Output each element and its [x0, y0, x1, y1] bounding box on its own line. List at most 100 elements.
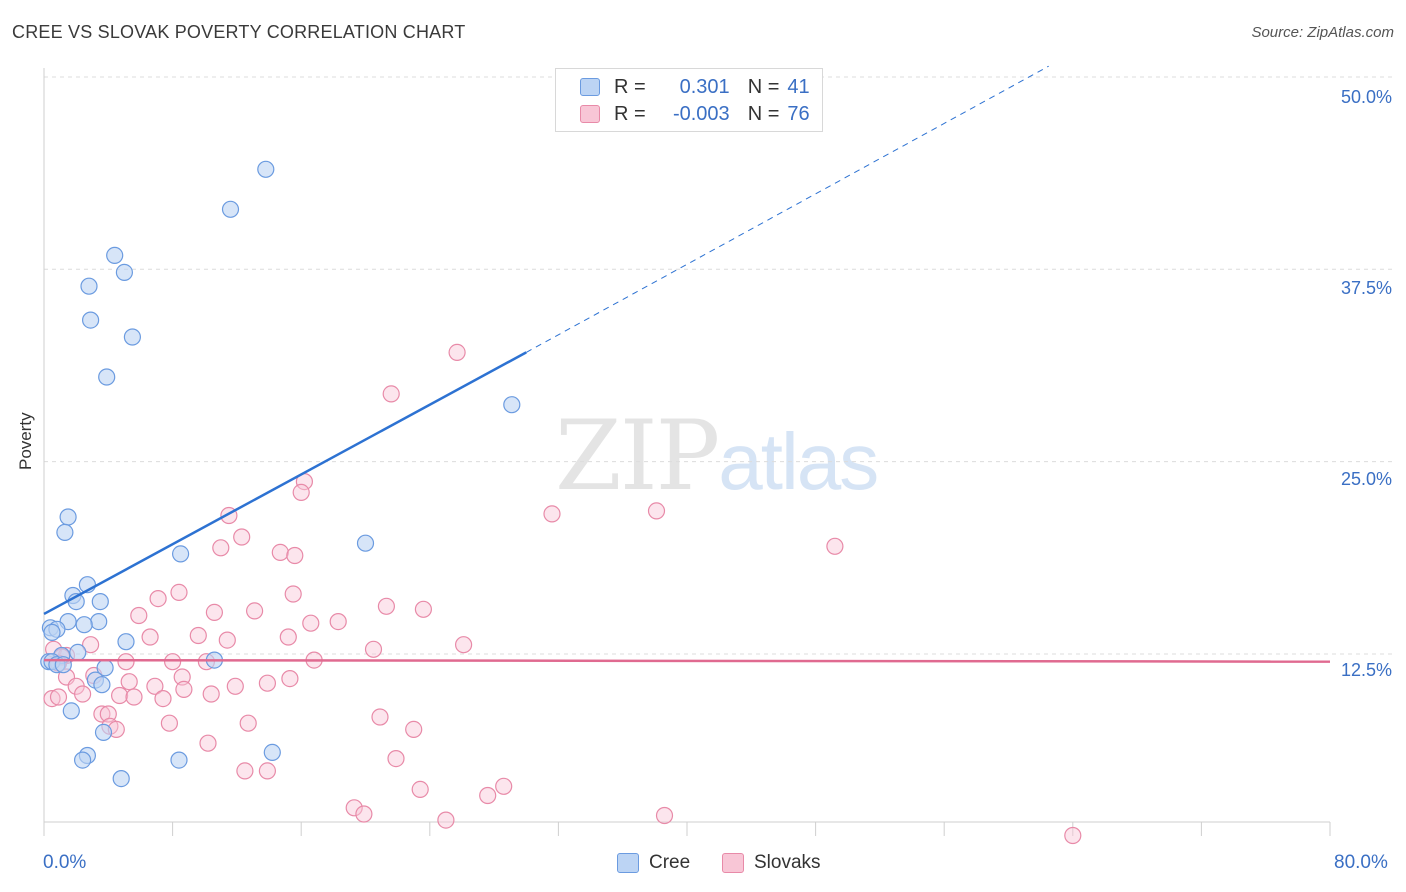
slovaks-point-47 [73, 685, 92, 703]
slovaks-point-62 [199, 734, 217, 752]
slovaks-point-9 [212, 539, 230, 557]
cree-point-35 [94, 723, 113, 742]
y-tick-label-37-5: 37.5% [1340, 278, 1392, 298]
slovaks-point-19 [130, 606, 148, 625]
cree-point-24 [69, 643, 87, 662]
slovaks-point-5 [647, 502, 666, 520]
slovaks-point-71 [437, 811, 455, 829]
cree-point-37 [73, 751, 92, 769]
cree-point-10 [56, 523, 74, 542]
cree-point-33 [93, 676, 111, 694]
slovaks-point-57 [160, 714, 178, 732]
slovaks-point-16 [414, 600, 432, 618]
cree-point-1 [221, 200, 240, 218]
slovaks-point-0 [448, 343, 466, 361]
slovaks-point-69 [345, 799, 363, 817]
slovaks-point-52 [125, 688, 143, 706]
cree-point-23 [117, 633, 135, 651]
slovaks-point-51 [49, 688, 68, 706]
slovaks-point-7 [233, 528, 251, 546]
slovaks-point-8 [826, 537, 844, 555]
y-axis-label: Poverty [16, 412, 35, 470]
cree-point-3 [115, 263, 134, 281]
cree-point-2 [106, 246, 124, 264]
slovaks-point-42 [258, 674, 276, 692]
slovaks-point-27 [455, 636, 473, 654]
correlation-legend: R = 0.301 N = 41 R = -0.003 N = 76 [555, 68, 823, 132]
cree-point-12 [172, 545, 190, 563]
slovaks-r-value: -0.003 [672, 102, 730, 125]
cree-point-6 [123, 328, 141, 346]
cree-point-18 [90, 612, 108, 631]
slovaks-point-14 [149, 589, 167, 608]
slovaks-point-26 [81, 636, 100, 654]
slovaks-point-46 [175, 680, 193, 699]
slovaks-point-13 [284, 585, 302, 603]
slovaks-point-72 [655, 806, 674, 825]
source-credit: Source: ZipAtlas.com [1251, 24, 1394, 41]
y-tick-label-12-5: 12.5% [1340, 660, 1392, 680]
y-tick-label-50: 50.0% [1340, 87, 1392, 107]
slovaks-point-29 [364, 640, 383, 658]
slovaks-point-58 [239, 714, 257, 732]
cree-r-value: 0.301 [679, 75, 730, 98]
cree-r-label: R = [614, 75, 646, 98]
legend-row-slovaks: R = -0.003 N = 76 [580, 102, 810, 126]
slovaks-point-24 [279, 628, 297, 646]
slovaks-point-66 [411, 780, 429, 799]
cree-point-9 [59, 508, 77, 526]
cree-trend-extension [526, 65, 1049, 353]
cree-trend-line [43, 351, 527, 616]
slovaks-point-11 [286, 546, 304, 565]
slovaks-point-67 [495, 777, 513, 795]
slovaks-point-44 [146, 677, 164, 695]
cree-point-7 [98, 368, 116, 386]
slovaks-point-10 [271, 543, 289, 562]
legend-row-cree: R = 0.301 N = 41 [580, 75, 810, 99]
cree-point-0 [257, 160, 275, 178]
chart-title: CREE VS SLOVAK POVERTY CORRELATION CHART [12, 22, 466, 42]
slovaks-trend-line [43, 658, 1331, 663]
slovaks-point-50 [43, 689, 61, 708]
slovaks-point-33 [164, 653, 182, 671]
cree-n-value: 41 [787, 75, 810, 98]
slovaks-point-22 [189, 626, 207, 645]
slovaks-point-21 [302, 614, 320, 632]
slovaks-point-61 [405, 720, 423, 739]
slovaks-point-20 [329, 612, 347, 631]
slovaks-point-55 [99, 705, 117, 723]
cree-point-40 [112, 769, 130, 788]
cree-point-34 [62, 702, 80, 720]
slovaks-point-63 [387, 749, 405, 768]
slovaks-point-17 [246, 602, 264, 620]
slovaks-point-25 [218, 631, 236, 649]
slovaks-point-12 [170, 583, 188, 602]
cree-point-16 [91, 592, 109, 611]
slovaks-point-23 [141, 628, 159, 646]
slovaks-point-40 [281, 669, 299, 688]
slovaks-point-68 [479, 786, 497, 805]
slovaks-point-41 [120, 673, 138, 691]
cree-point-4 [80, 277, 98, 295]
cree-point-38 [170, 751, 188, 769]
slovaks-point-54 [93, 705, 111, 723]
slovaks-point-64 [236, 762, 254, 780]
slovaks-point-45 [226, 677, 244, 695]
slovaks-point-3 [292, 483, 310, 501]
slovaks-point-65 [258, 762, 276, 780]
slovaks-point-4 [543, 505, 561, 523]
slovaks-point-56 [371, 708, 389, 726]
cree-legend-swatch [617, 853, 639, 873]
slovaks-point-48 [110, 686, 129, 705]
cree-point-22 [43, 623, 61, 642]
slovaks-point-18 [205, 603, 223, 622]
cree-swatch [580, 78, 600, 96]
x-tick-label-max: 80.0% [1334, 852, 1388, 873]
slovaks-point-32 [117, 653, 135, 671]
slovaks-n-value: 76 [787, 102, 810, 125]
slovaks-point-53 [154, 689, 172, 708]
slovaks-swatch [580, 105, 600, 123]
cree-legend-label: Cree [649, 852, 691, 873]
cree-point-11 [356, 534, 375, 552]
cree-n-label: N = [747, 75, 780, 98]
